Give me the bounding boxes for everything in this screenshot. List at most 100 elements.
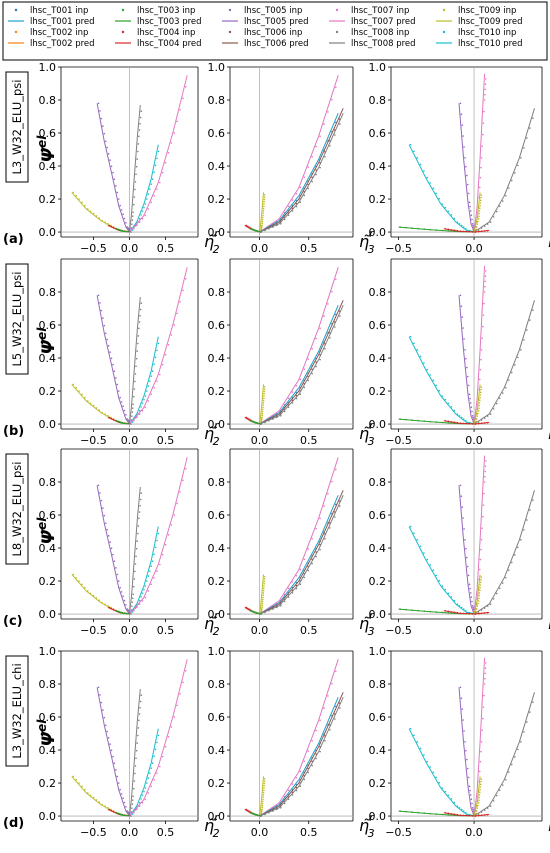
series-point [479, 760, 482, 763]
series-point [459, 422, 462, 425]
x-tick-label: 0.5 [300, 826, 318, 839]
panel-1-1: 0.00.20.40.60.80.0 0.5 η̃r 3 [208, 258, 375, 448]
series-point [135, 555, 137, 558]
series-point [480, 811, 483, 813]
series-point [435, 421, 438, 423]
series-point [154, 546, 157, 549]
panel-3-2: 0.0 0.2 0.4 0.6 0.8 1.0 −0.5 0.0 κ̃r1 [369, 645, 550, 839]
x-axis-label-base: κ̃ [548, 614, 550, 633]
series-point [120, 793, 123, 795]
series-point [99, 302, 101, 304]
series-point [456, 805, 459, 807]
series-point [135, 173, 137, 176]
series-point [444, 790, 447, 793]
series-point [176, 312, 178, 315]
y-tick-label: 0.6 [39, 127, 57, 140]
series-point [120, 401, 123, 403]
y-tick-label: 0.6 [39, 711, 57, 724]
series-point [478, 770, 481, 773]
series-point [107, 535, 110, 537]
x-axis-label-base: κ̃ [548, 816, 550, 835]
series-point [429, 182, 432, 184]
series-point [481, 325, 484, 328]
series-point [510, 561, 513, 564]
series-point [477, 814, 480, 817]
series-point [450, 798, 453, 800]
series-point [156, 157, 158, 160]
series-point [432, 569, 435, 571]
series-point [480, 358, 482, 361]
panel-letter: (a) [3, 232, 24, 247]
series-point [140, 302, 143, 305]
series-point [450, 228, 453, 231]
x-tick-label: 0.5 [157, 624, 175, 637]
x-axis-label-base: η̃ [359, 614, 370, 633]
series-point [103, 514, 106, 517]
series-point [138, 511, 141, 513]
series-point [150, 393, 152, 396]
series-point [411, 811, 413, 813]
series-point [520, 156, 522, 159]
series-point [86, 590, 89, 592]
series-point [262, 587, 265, 590]
series-point [475, 420, 477, 423]
series-point [331, 290, 333, 293]
series-point [477, 611, 480, 613]
series-point [438, 781, 441, 784]
series-point [417, 227, 419, 230]
series-point [441, 813, 444, 816]
series-point [92, 594, 95, 597]
series-point [170, 142, 173, 144]
series-point [263, 385, 266, 388]
series-point [135, 165, 138, 168]
series-point [458, 222, 461, 225]
series-point [465, 227, 467, 230]
series-point [138, 129, 141, 131]
series-point [131, 605, 133, 607]
x-tick-label: 0.0 [121, 242, 139, 255]
series-point [261, 598, 264, 601]
series-point [429, 374, 432, 376]
series-point [416, 538, 419, 541]
panel-3-1: 0.00.20.40.60.81.00.0 0.5 η̃r 3 [208, 645, 376, 840]
panels: 0.00.20.40.60.81.0−0.5 0.0 0.5 η̃r 20.00.20.… [39, 61, 550, 840]
series-point [150, 201, 152, 204]
series-point [147, 400, 150, 402]
series-point [478, 592, 481, 594]
series-point [423, 754, 425, 756]
series-point [329, 729, 331, 731]
series-point [399, 810, 401, 812]
series-point [100, 117, 103, 120]
series-point [117, 228, 119, 231]
series-point [120, 813, 122, 816]
series-point [78, 390, 80, 392]
series-point [479, 202, 482, 204]
series-point [463, 338, 465, 340]
y-axis-label-base: Ψ̃ [39, 146, 59, 162]
x-tick-label: −0.5 [80, 434, 107, 447]
series-point [462, 608, 465, 610]
series-point [260, 811, 263, 813]
series-point [113, 178, 116, 181]
series-point [474, 613, 477, 615]
series-point [135, 606, 138, 609]
series-point [127, 612, 129, 615]
series-point [319, 750, 321, 753]
series-point [182, 681, 184, 684]
series-point [72, 383, 75, 386]
series-point [112, 608, 115, 611]
x-tick-label: 0.0 [465, 826, 483, 839]
series-point [315, 555, 317, 558]
series-point [463, 730, 465, 732]
series-point [122, 612, 125, 615]
series-point [447, 421, 450, 424]
series-point [465, 814, 468, 817]
series-point [263, 777, 266, 780]
y-tick-label: 0.8 [39, 94, 57, 107]
series-point [156, 741, 158, 744]
series-point [319, 719, 321, 722]
series-point [483, 607, 486, 609]
series-point [104, 332, 107, 335]
series-point [484, 83, 487, 85]
series-point [529, 711, 531, 713]
